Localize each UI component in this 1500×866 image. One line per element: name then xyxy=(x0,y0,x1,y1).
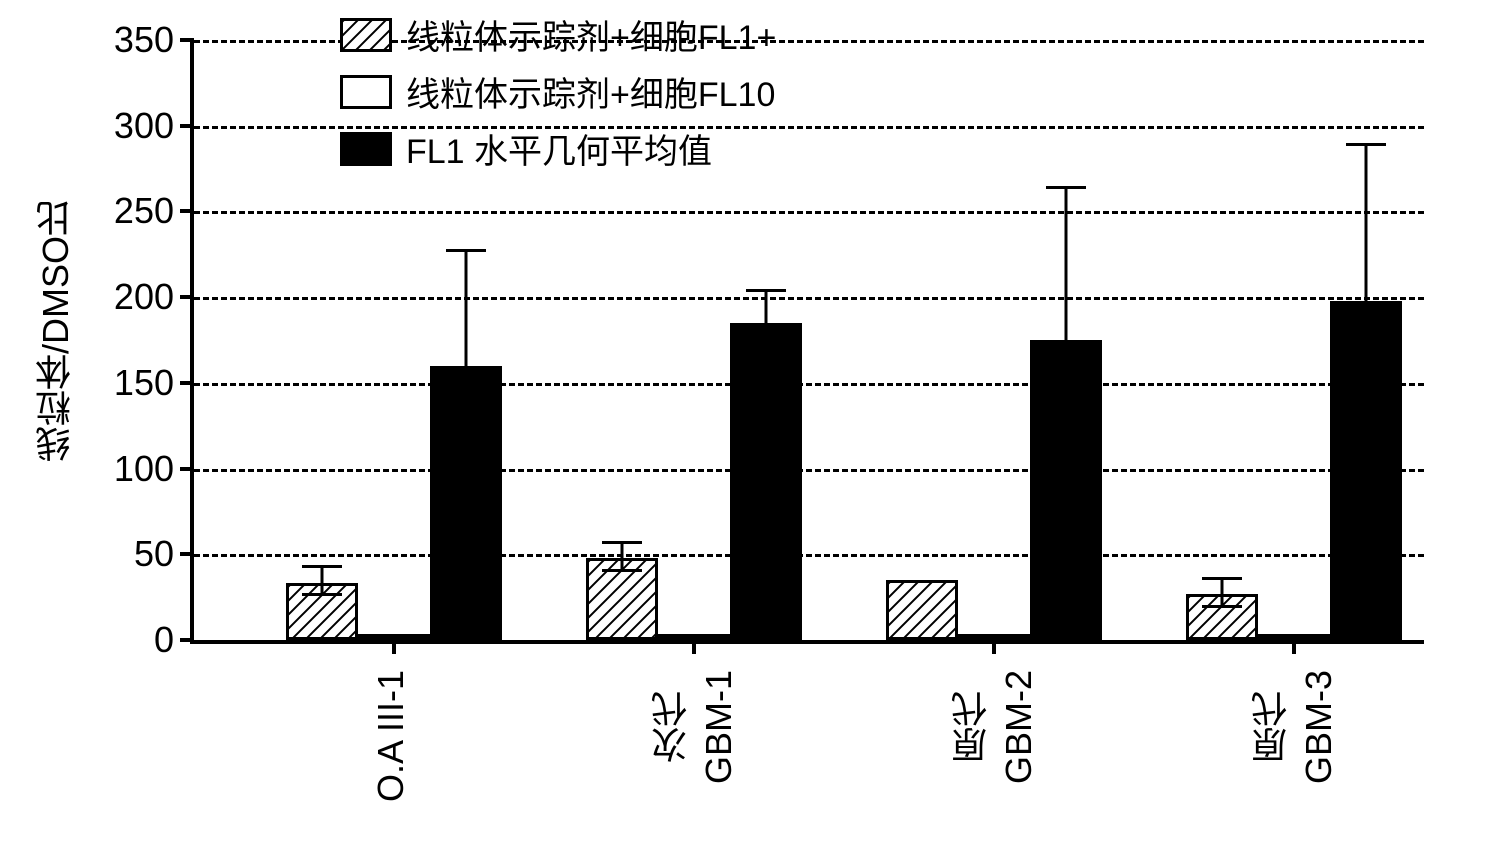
x-tick-mark xyxy=(692,640,696,654)
y-tick-label: 0 xyxy=(154,619,194,661)
legend-label: 线粒体示踪剂+细胞FL1+ xyxy=(406,10,776,59)
grid-line xyxy=(194,211,1424,214)
x-category-label: O.A III-1 xyxy=(370,670,412,802)
legend-swatch-open xyxy=(340,75,392,109)
y-tick-label: 50 xyxy=(134,533,194,575)
bar-hatched xyxy=(886,580,958,640)
y-tick-label: 350 xyxy=(114,19,194,61)
chart-frame: 0 50 100 150 200 250 300 350 线粒体/DMSO比 线粒体示踪剂+细… xyxy=(0,0,1500,866)
error-bar xyxy=(1365,143,1368,301)
legend-label: 线粒体示踪剂+细胞FL10 xyxy=(406,67,775,116)
error-cap xyxy=(1046,186,1086,189)
x-tick-mark xyxy=(1292,640,1296,654)
bar-solid xyxy=(730,323,802,640)
x-category-label: 原代 GBM-3 xyxy=(1246,670,1340,784)
legend-row: FL1 水平几何平均值 xyxy=(340,124,776,173)
bar-solid xyxy=(430,366,502,640)
legend-row: 线粒体示踪剂+细胞FL10 xyxy=(340,67,776,116)
error-bar xyxy=(1065,186,1068,340)
x-category-label: 次代 GBM-1 xyxy=(646,670,740,784)
error-cap xyxy=(746,289,786,292)
error-bar xyxy=(465,249,468,366)
legend-row: 线粒体示踪剂+细胞FL1+ xyxy=(340,10,776,59)
x-tick-mark xyxy=(992,640,996,654)
y-tick-label: 100 xyxy=(114,448,194,490)
y-tick-label: 300 xyxy=(114,105,194,147)
y-axis-label: 线粒体/DMSO比 xyxy=(30,200,82,462)
error-cap xyxy=(1202,577,1242,580)
grid-line xyxy=(194,469,1424,472)
error-cap xyxy=(602,569,642,572)
grid-line xyxy=(194,554,1424,557)
x-tick-mark xyxy=(392,640,396,654)
legend-label: FL1 水平几何平均值 xyxy=(406,124,712,173)
legend-swatch-solid xyxy=(340,132,392,166)
error-cap xyxy=(1202,605,1242,608)
grid-line xyxy=(194,383,1424,386)
grid-line xyxy=(194,297,1424,300)
error-cap xyxy=(602,541,642,544)
bar-solid xyxy=(1030,340,1102,640)
error-bar xyxy=(765,289,768,323)
error-cap xyxy=(1346,143,1386,146)
legend: 线粒体示踪剂+细胞FL1+ 线粒体示踪剂+细胞FL10 FL1 水平几何平均值 xyxy=(340,10,776,181)
y-tick-label: 250 xyxy=(114,190,194,232)
error-cap xyxy=(302,593,342,596)
y-tick-label: 150 xyxy=(114,362,194,404)
error-cap xyxy=(446,249,486,252)
error-cap xyxy=(302,565,342,568)
legend-swatch-hatched xyxy=(340,18,392,52)
bar-solid xyxy=(1330,301,1402,640)
x-category-label: 原代 GBM-2 xyxy=(946,670,1040,784)
y-tick-label: 200 xyxy=(114,276,194,318)
